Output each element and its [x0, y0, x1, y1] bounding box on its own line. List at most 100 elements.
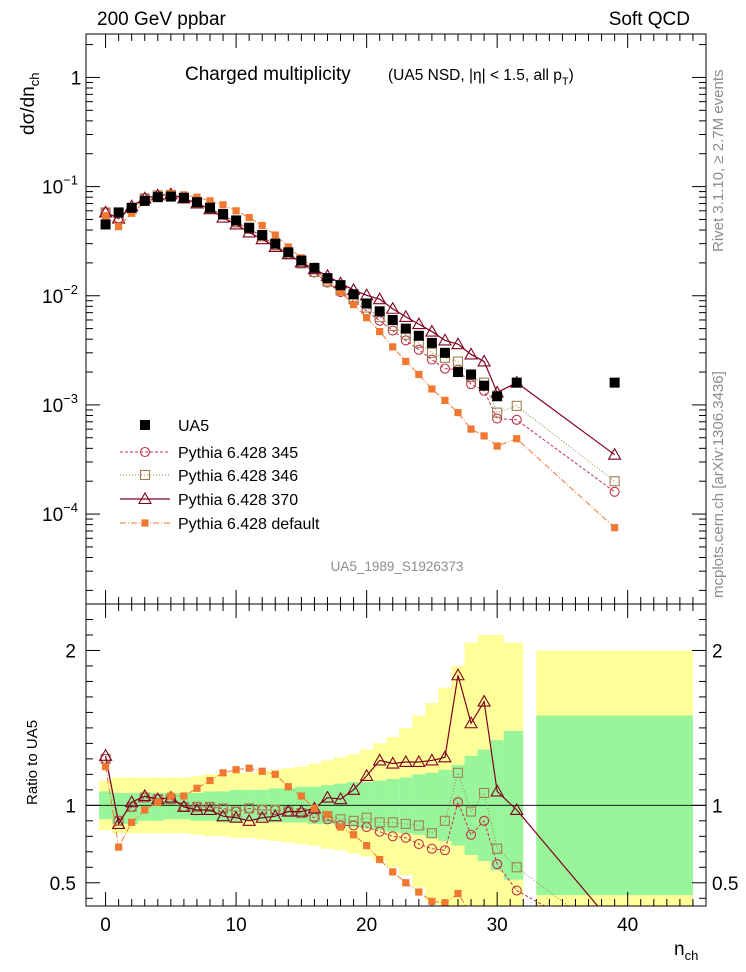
mc-point — [511, 414, 522, 425]
mc-point — [439, 363, 450, 374]
mc-point — [464, 347, 479, 360]
ratio-point — [111, 816, 126, 829]
ratio-point — [191, 801, 202, 812]
mc-point — [363, 314, 371, 322]
ratio-point — [270, 804, 281, 816]
ratio-y-axis-label: Ratio to UA5 — [24, 720, 41, 805]
data-point — [453, 367, 463, 378]
data-point — [400, 323, 411, 334]
ratio-point — [426, 828, 437, 839]
main-panel: 1 10−1 10−2 10−3 10−4 — [42, 33, 707, 605]
ratio-point — [297, 792, 305, 800]
legend-marker — [139, 446, 151, 458]
mc-point — [359, 288, 374, 301]
data-point — [218, 209, 229, 220]
ratio-y-tick-label-left: 2 — [65, 641, 76, 662]
ratio-point — [284, 783, 292, 791]
uncertainty-band-inner — [412, 774, 426, 835]
ratio-point — [400, 832, 411, 843]
mc-point — [480, 432, 488, 440]
ratio-point — [451, 668, 465, 681]
ratio-point — [141, 806, 149, 814]
mc-point — [441, 396, 449, 404]
ratio-point — [400, 818, 411, 829]
ratio-point — [268, 809, 283, 822]
ratio-point — [492, 859, 503, 870]
ratio-point — [137, 788, 152, 802]
ratio-point — [98, 748, 113, 761]
ratio-point — [203, 802, 217, 816]
data-point — [191, 197, 202, 208]
ratio-point — [271, 770, 279, 778]
mc-point — [492, 407, 503, 418]
ratio-point — [439, 845, 450, 856]
ratio-point — [242, 813, 257, 826]
ratio-point — [320, 790, 335, 803]
header-left: 200 GeV ppbar — [97, 9, 227, 30]
main-y-tick-label: 10−4 — [42, 500, 78, 526]
ratio-point — [492, 843, 503, 854]
ratio-point — [206, 776, 214, 785]
mc-point — [466, 379, 477, 390]
ratio-point — [415, 888, 423, 896]
ratio-point — [359, 768, 374, 781]
ratio-y-tick-label-left: 1 — [65, 796, 76, 817]
ratio-x-axis-label-main: n — [674, 939, 685, 960]
ratio-y-tick-label-left: 0.5 — [50, 874, 76, 895]
ratio-point — [511, 862, 522, 873]
data-point — [335, 280, 346, 291]
ratio-point — [310, 804, 319, 813]
mc-point — [511, 400, 522, 411]
mc-point — [513, 435, 521, 443]
ratio-point — [281, 804, 296, 817]
ratio-point — [426, 843, 437, 854]
ratio-point — [193, 784, 201, 792]
legend-marker — [138, 491, 152, 505]
ratio-point — [349, 831, 358, 839]
mc-point — [206, 197, 214, 205]
ratio-point — [372, 753, 387, 766]
ratio-x-tick-label: 10 — [226, 915, 247, 936]
ratio-point — [509, 802, 524, 816]
ratio-point — [229, 810, 244, 823]
rivet-version-label: Rivet 3.1.10, ≥ 2.7M events — [710, 70, 727, 253]
mc-point — [372, 292, 387, 305]
ratio-point — [387, 831, 398, 842]
ratio-point — [294, 804, 309, 817]
main-y-axis-label-sub: ch — [27, 73, 42, 87]
main-y-tick-label: 10−2 — [42, 282, 78, 308]
data-point — [283, 247, 294, 258]
mc-point — [400, 335, 411, 346]
ratio-point — [336, 823, 345, 831]
data-point — [126, 202, 137, 213]
ratio-y-tick-label-right: 0.5 — [712, 874, 738, 895]
ratio-point — [398, 754, 413, 768]
mc-series-line — [105, 193, 615, 456]
mc-point — [415, 370, 423, 379]
mc-point — [385, 301, 400, 314]
ratio-point — [428, 897, 436, 905]
mc-point — [493, 442, 501, 450]
ratio-point — [180, 792, 188, 800]
mc-point — [451, 337, 465, 350]
ratio-point — [257, 804, 268, 816]
ratio-x-tick-label: 40 — [617, 915, 638, 936]
mc-point — [115, 223, 123, 231]
ratio-point — [245, 764, 253, 772]
mc-point — [128, 209, 136, 217]
data-point — [100, 219, 111, 230]
mc-point — [437, 333, 452, 346]
data-point — [257, 230, 268, 241]
ratio-point — [113, 815, 124, 826]
mc-point — [467, 425, 475, 433]
legend-label: Pythia 6.428 default — [178, 516, 320, 533]
ratio-y-tick-label-right: 1 — [712, 796, 723, 817]
ratio-point — [411, 754, 426, 768]
ratio-point — [258, 767, 266, 775]
main-y-tick-label: 10−3 — [42, 391, 78, 417]
data-point — [479, 380, 490, 391]
mc-point — [376, 327, 384, 336]
ratio-point — [466, 829, 477, 840]
ratio-point — [363, 842, 371, 850]
data-point — [244, 222, 255, 233]
